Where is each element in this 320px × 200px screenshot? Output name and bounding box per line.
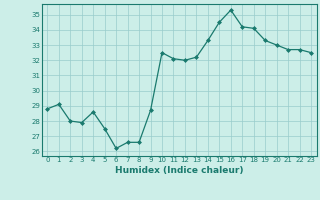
X-axis label: Humidex (Indice chaleur): Humidex (Indice chaleur) xyxy=(115,166,244,175)
